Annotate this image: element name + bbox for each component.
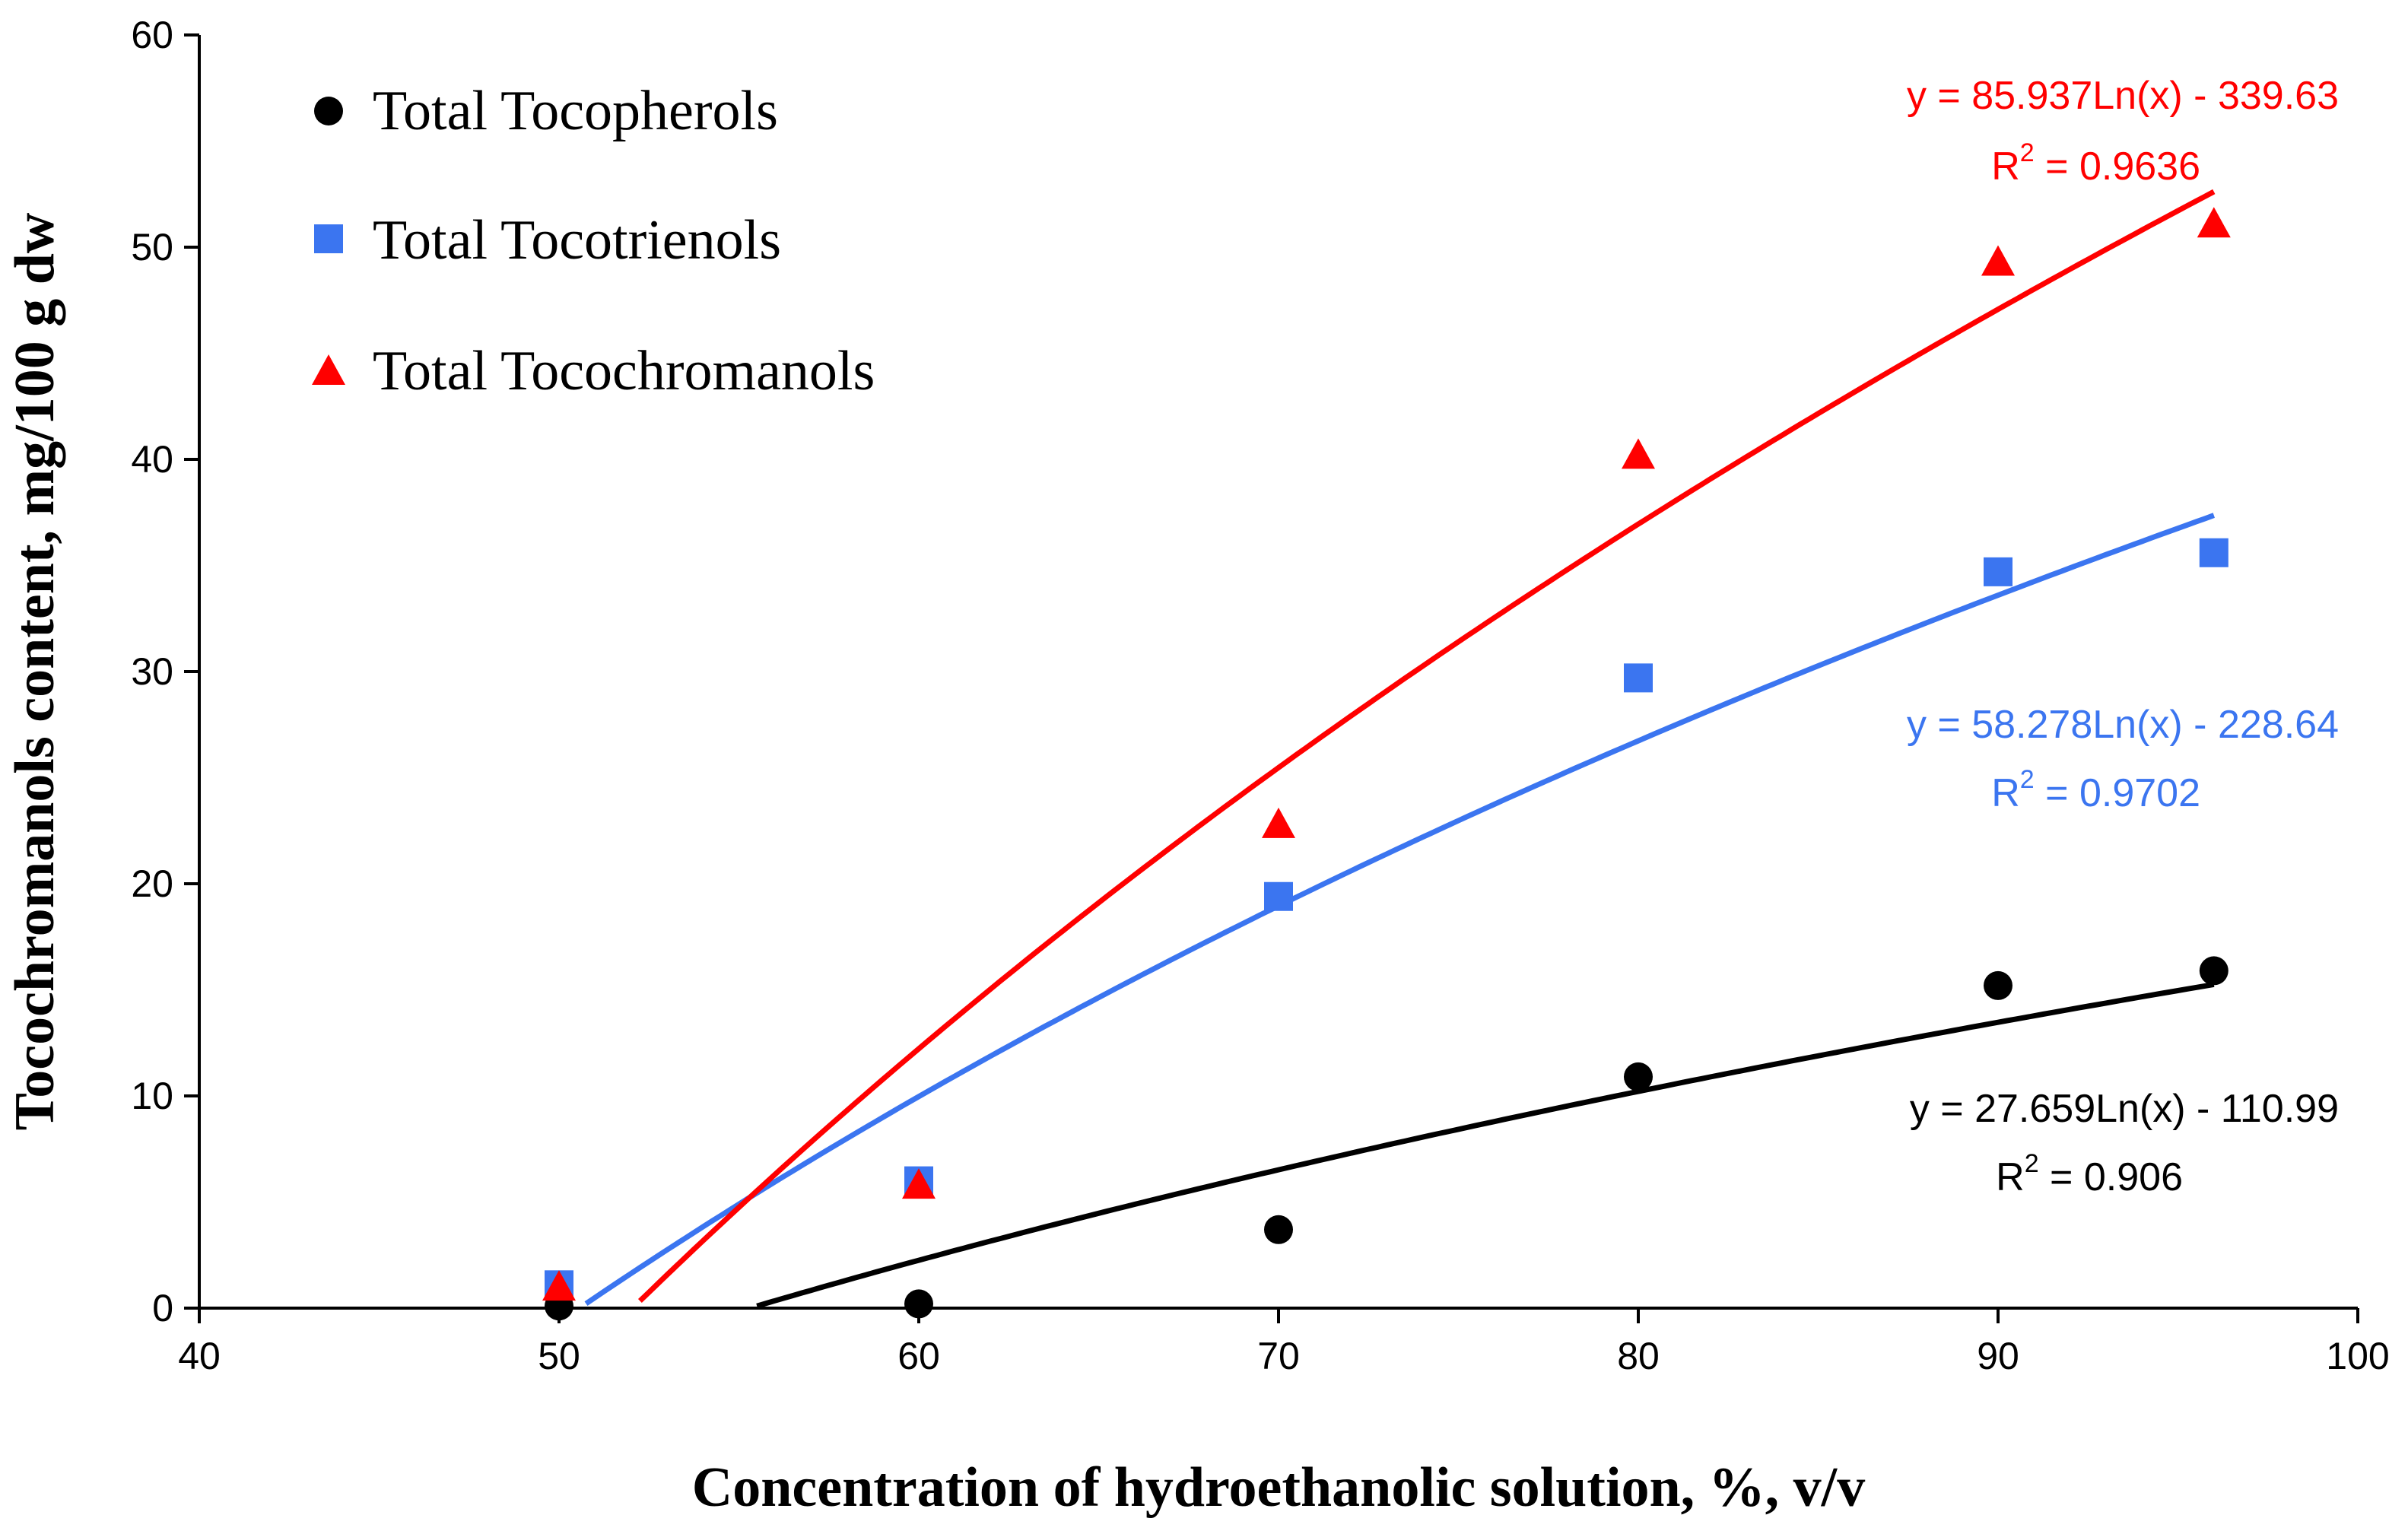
y-tick-label: 20 xyxy=(131,862,173,905)
r-value: = 0.9636 xyxy=(2035,145,2200,189)
r-value: = 0.906 xyxy=(2039,1155,2183,1199)
r-squared-text: R2 = 0.9702 xyxy=(1991,765,2200,815)
x-tick-label: 60 xyxy=(897,1335,940,1377)
y-tick-label: 10 xyxy=(131,1075,173,1117)
r-label: R xyxy=(1991,145,2020,189)
legend-marker-square xyxy=(314,224,343,253)
legend-marker-circle xyxy=(314,97,343,125)
data-point xyxy=(1262,807,1295,838)
trend-line xyxy=(756,981,2215,1309)
legend-item-tocotrienols: Total Tocotrienols xyxy=(314,209,781,272)
x-axis-title: Concentration of hydroethanolic solution… xyxy=(692,1456,1865,1519)
y-tick-label: 40 xyxy=(131,438,173,481)
r-label: R xyxy=(1996,1155,2025,1199)
data-point xyxy=(1624,663,1653,693)
legend-label-tocopherols: Total Tocopherols xyxy=(373,80,778,142)
markers xyxy=(542,207,2231,1321)
y-ticks: 0 10 20 30 40 50 60 xyxy=(131,14,199,1329)
legend-label-tocochromanols: Total Tocochromanols xyxy=(373,340,875,402)
x-tick-label: 80 xyxy=(1617,1335,1660,1377)
trend-lines xyxy=(584,189,2216,1309)
data-point xyxy=(1264,881,1293,911)
r-exponent: 2 xyxy=(2020,138,2035,167)
equation-text: y = 58.278Ln(x) - 228.64 xyxy=(1907,703,2339,747)
x-tick-label: 90 xyxy=(1977,1335,2019,1377)
data-point xyxy=(1984,557,2012,586)
r-label: R xyxy=(1991,771,2020,815)
data-point xyxy=(1622,438,1655,469)
r-exponent: 2 xyxy=(2025,1149,2039,1178)
y-tick-label: 0 xyxy=(152,1287,173,1329)
data-point xyxy=(1624,1062,1653,1091)
equation-tocochromanols: y = 85.937Ln(x) - 339.63 R2 = 0.9636 xyxy=(1907,74,2339,189)
r-squared-text: R2 = 0.9636 xyxy=(1991,138,2200,189)
r-exponent: 2 xyxy=(2020,765,2035,794)
r-squared-text: R2 = 0.906 xyxy=(1996,1149,2183,1199)
data-point xyxy=(902,1168,936,1199)
legend-marker-triangle xyxy=(312,354,345,385)
data-point xyxy=(1264,1215,1293,1244)
x-tick-label: 100 xyxy=(2326,1335,2389,1377)
y-axis-title: Tocochromanols content, mg/100 g dw xyxy=(4,212,66,1130)
legend-label-tocotrienols: Total Tocotrienols xyxy=(373,209,781,272)
x-ticks: 40 50 60 70 80 90 100 xyxy=(178,1308,2390,1377)
data-point xyxy=(2199,538,2229,567)
data-point xyxy=(904,1289,933,1319)
data-point xyxy=(1984,970,2012,1000)
equation-tocotrienols: y = 58.278Ln(x) - 228.64 R2 = 0.9702 xyxy=(1907,703,2339,815)
x-tick-label: 70 xyxy=(1257,1335,1300,1377)
data-point xyxy=(542,1270,576,1301)
y-tick-label: 50 xyxy=(131,226,173,268)
y-tick-label: 30 xyxy=(131,650,173,693)
data-point xyxy=(2199,956,2229,986)
data-point xyxy=(2197,207,2231,238)
legend-item-tocopherols: Total Tocopherols xyxy=(314,80,778,142)
legend: Total Tocopherols Total Tocotrienols Tot… xyxy=(312,80,875,402)
equation-text: y = 27.659Ln(x) - 110.99 xyxy=(1910,1087,2339,1131)
x-tick-label: 50 xyxy=(538,1335,580,1377)
equation-text: y = 85.937Ln(x) - 339.63 xyxy=(1907,74,2339,118)
y-tick-label: 60 xyxy=(131,14,173,56)
trend-line xyxy=(584,513,2215,1306)
trend-line xyxy=(637,189,2216,1304)
r-value: = 0.9702 xyxy=(2035,771,2200,815)
equation-tocopherols: y = 27.659Ln(x) - 110.99 R2 = 0.906 xyxy=(1910,1087,2339,1199)
legend-item-tocochromanols: Total Tocochromanols xyxy=(312,340,875,402)
data-point xyxy=(1981,245,2015,276)
x-tick-label: 40 xyxy=(178,1335,221,1377)
